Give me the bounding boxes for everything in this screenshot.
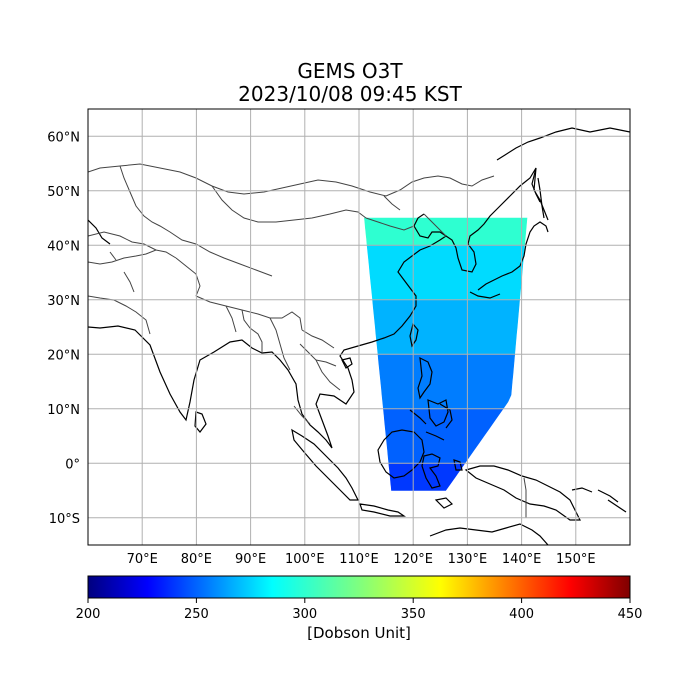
colorbar-tick-label: 250 [184,607,209,622]
longitude-labels: 70°E 80°E 90°E 100°E 110°E 120°E 130°E 140°E 150… [127,552,596,567]
latitude-tick-label: 20°N [47,348,80,363]
colorbar-label: [Dobson Unit] [307,624,411,642]
map-title-line1: GEMS O3T [297,59,403,83]
longitude-tick-label: 90°E [235,552,266,567]
swath-region [364,217,528,246]
map-frame [87,108,631,546]
longitude-tick-label: 140°E [502,552,542,567]
colorbar-tick-label: 300 [292,607,317,622]
latitude-tick-label: 50°N [47,185,80,200]
longitude-tick-label: 110°E [339,552,379,567]
latitude-tick-label: 10°N [47,403,80,418]
longitude-tick-label: 130°E [448,552,488,567]
map-title-line2: 2023/10/08 09:45 KST [238,82,462,106]
map-gridlines [88,109,630,545]
colorbar-tick-label: 350 [401,607,426,622]
colorbar [87,575,631,599]
longitude-tick-label: 70°E [127,552,158,567]
coastlines [88,127,630,545]
swath-region [372,299,520,355]
latitude-tick-label: 30°N [47,294,80,309]
colorbar-ticks: 200 250 300 350 400 450 [76,598,643,622]
longitude-tick-label: 80°E [181,552,212,567]
colorbar-tick-label: 400 [509,607,534,622]
colorbar-tick-label: 200 [76,607,101,622]
latitude-tick-label: 0° [65,457,80,472]
longitude-tick-label: 100°E [285,552,325,567]
country-borders [88,163,527,518]
longitude-tick-label: 120°E [393,552,433,567]
swath-region [366,245,525,301]
longitude-tick-label: 150°E [556,552,596,567]
latitude-labels: 60°N 50°N 40°N 30°N 20°N 10°N 0° 10°S [47,130,80,527]
latitude-tick-label: 10°S [49,512,80,527]
latitude-tick-label: 60°N [47,130,80,145]
latitude-tick-label: 40°N [47,239,80,254]
colorbar-tick-label: 450 [618,607,643,622]
